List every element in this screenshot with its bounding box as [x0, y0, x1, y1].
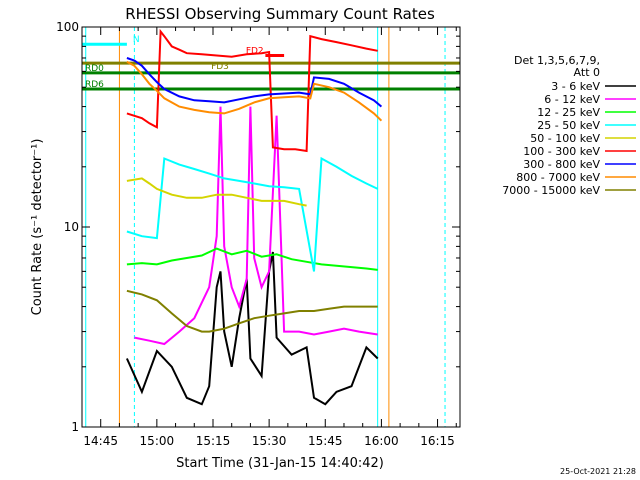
series-line-4: [126, 177, 307, 207]
legend-header-0: Det 1,3,5,6,7,9,: [514, 54, 600, 67]
series-line-6: [126, 57, 383, 108]
x-axis-label: Start Time (31-Jan-15 14:40:42): [176, 456, 384, 471]
series-group: [125, 28, 383, 406]
timestamp: 25-Oct-2021 21:28: [560, 467, 636, 476]
x-tick-label-2: 15:15: [196, 434, 231, 448]
series-line-1: [134, 106, 378, 346]
chart-title: RHESSI Observing Summary Count Rates: [125, 5, 435, 23]
x-tick-label-6: 16:15: [420, 434, 455, 448]
x-axis: 14:45 15:00 15:15 15:30 15:45 16:00 16:15: [81, 27, 457, 448]
series-line-8: [126, 289, 378, 333]
x-tick-label-1: 15:00: [140, 434, 175, 448]
y-tick-label-2: 100: [56, 20, 79, 34]
y-tick-label-1: 10: [64, 220, 79, 234]
legend-label-2: 12 - 25 keV: [537, 106, 600, 119]
flag-label-rd0: RD0: [85, 64, 104, 74]
x-tick-label-3: 15:30: [252, 434, 287, 448]
vertical-markers: [85, 27, 446, 427]
flag-label-fd3: FD3: [211, 62, 229, 72]
legend-label-0: 3 - 6 keV: [551, 80, 600, 93]
x-tick-label-5: 16:00: [364, 434, 399, 448]
flag-label-fd2: FD2: [246, 47, 264, 57]
flag-label-n: N: [133, 35, 140, 45]
x-tick-label-0: 14:45: [83, 434, 118, 448]
legend-label-1: 6 - 12 keV: [544, 93, 600, 106]
legend-label-4: 50 - 100 keV: [530, 132, 600, 145]
legend-header-1: Att 0: [574, 66, 600, 79]
series-line-3: [126, 156, 379, 272]
series-line-2: [126, 247, 378, 271]
flag-label-rd6: RD6: [85, 80, 104, 90]
y-axis: 1 10 100: [56, 20, 460, 434]
legend-label-8: 7000 - 15000 keV: [502, 184, 600, 197]
series-line-5: [126, 28, 378, 153]
y-axis-label: Count Rate (s⁻¹ detector⁻¹): [30, 139, 45, 316]
legend-label-7: 800 - 7000 keV: [516, 171, 600, 184]
legend-label-6: 300 - 800 keV: [523, 158, 600, 171]
legend-label-5: 100 - 300 keV: [523, 145, 600, 158]
series-line-7: [126, 60, 383, 122]
x-tick-label-4: 15:45: [308, 434, 343, 448]
series-line-0: [125, 251, 379, 406]
legend-label-3: 25 - 50 keV: [537, 119, 600, 132]
y-tick-label-0: 1: [71, 420, 79, 434]
